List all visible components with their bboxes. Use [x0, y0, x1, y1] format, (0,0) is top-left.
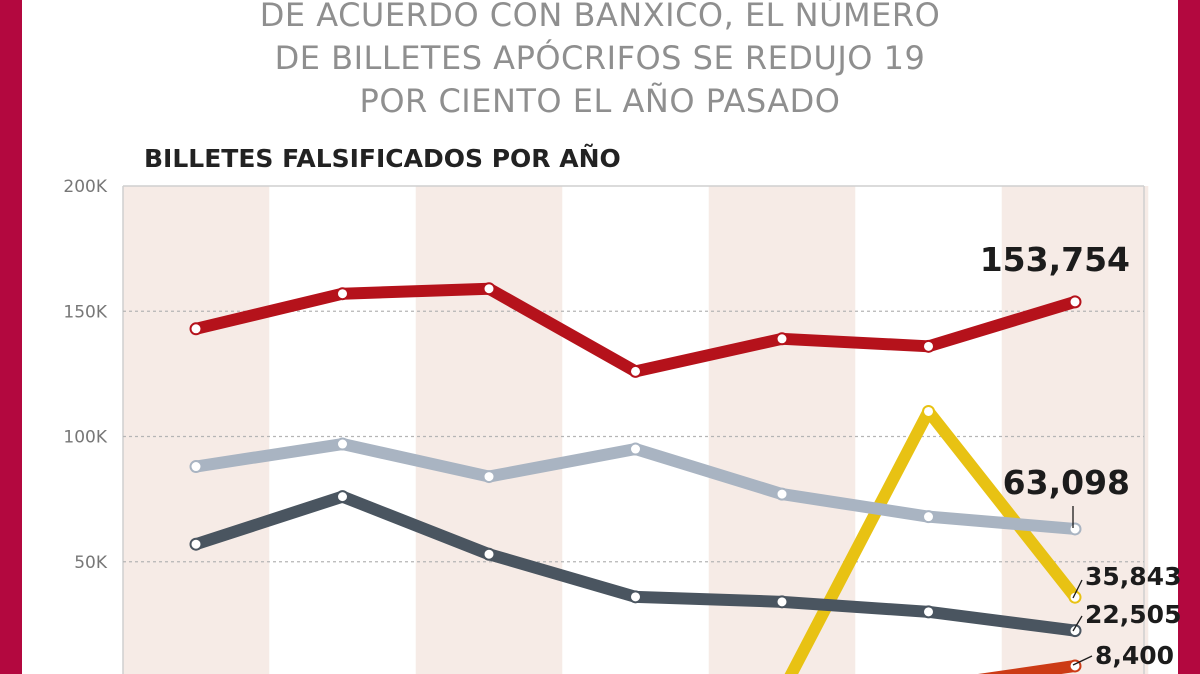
- data-point: [336, 287, 349, 301]
- annotation-leader: [1072, 615, 1083, 632]
- data-point: [629, 442, 642, 456]
- column-band: [122, 186, 270, 674]
- data-point: [775, 595, 789, 609]
- data-label: 153,754: [980, 240, 1130, 279]
- data-label: 35,843: [1085, 562, 1181, 591]
- y-tick-label: 100K: [63, 428, 107, 448]
- data-point: [922, 605, 935, 619]
- data-label: 8,400: [1095, 641, 1174, 670]
- data-point: [922, 404, 935, 418]
- annotation-leader: [1072, 655, 1093, 666]
- series-line: [977, 659, 1081, 674]
- headline-line-1: DE ACUERDO CON BANXICO, EL NÚMERO: [259, 0, 941, 34]
- y-tick-label: 50K: [74, 553, 108, 573]
- headline-line-3: POR CIENTO EL AÑO PASADO: [359, 82, 841, 120]
- data-point: [189, 460, 203, 474]
- data-point: [629, 590, 642, 604]
- headline: DE ACUERDO CON BANXICO, EL NÚMERO DE BIL…: [22, 0, 1178, 123]
- data-point: [922, 339, 935, 353]
- data-point: [1068, 590, 1082, 604]
- data-point: [775, 332, 789, 346]
- data-point: [1068, 522, 1082, 536]
- data-label: 22,505: [1085, 600, 1181, 629]
- column-band: [415, 186, 563, 674]
- data-point: [336, 437, 349, 451]
- series-line: [190, 282, 1081, 378]
- headline-line-2: DE BILLETES APÓCRIFOS SE REDUJO 19: [274, 39, 926, 77]
- data-point: [775, 487, 789, 501]
- series-line: [190, 438, 1081, 535]
- data-point: [922, 510, 935, 524]
- data-point: [189, 537, 203, 551]
- data-point: [482, 547, 496, 561]
- data-label: 63,098: [1003, 463, 1130, 502]
- data-point: [482, 282, 496, 296]
- data-point: [482, 470, 496, 484]
- data-point: [336, 490, 349, 504]
- data-point: [1068, 295, 1082, 309]
- chart-title: BILLETES FALSIFICADOS POR AÑO: [144, 144, 621, 173]
- y-tick-label: 150K: [63, 302, 107, 322]
- data-point: [1068, 624, 1082, 638]
- data-point: [629, 364, 642, 378]
- y-tick-label: 200K: [63, 177, 107, 197]
- data-point: [189, 322, 203, 336]
- annotation-leader: [1072, 579, 1083, 599]
